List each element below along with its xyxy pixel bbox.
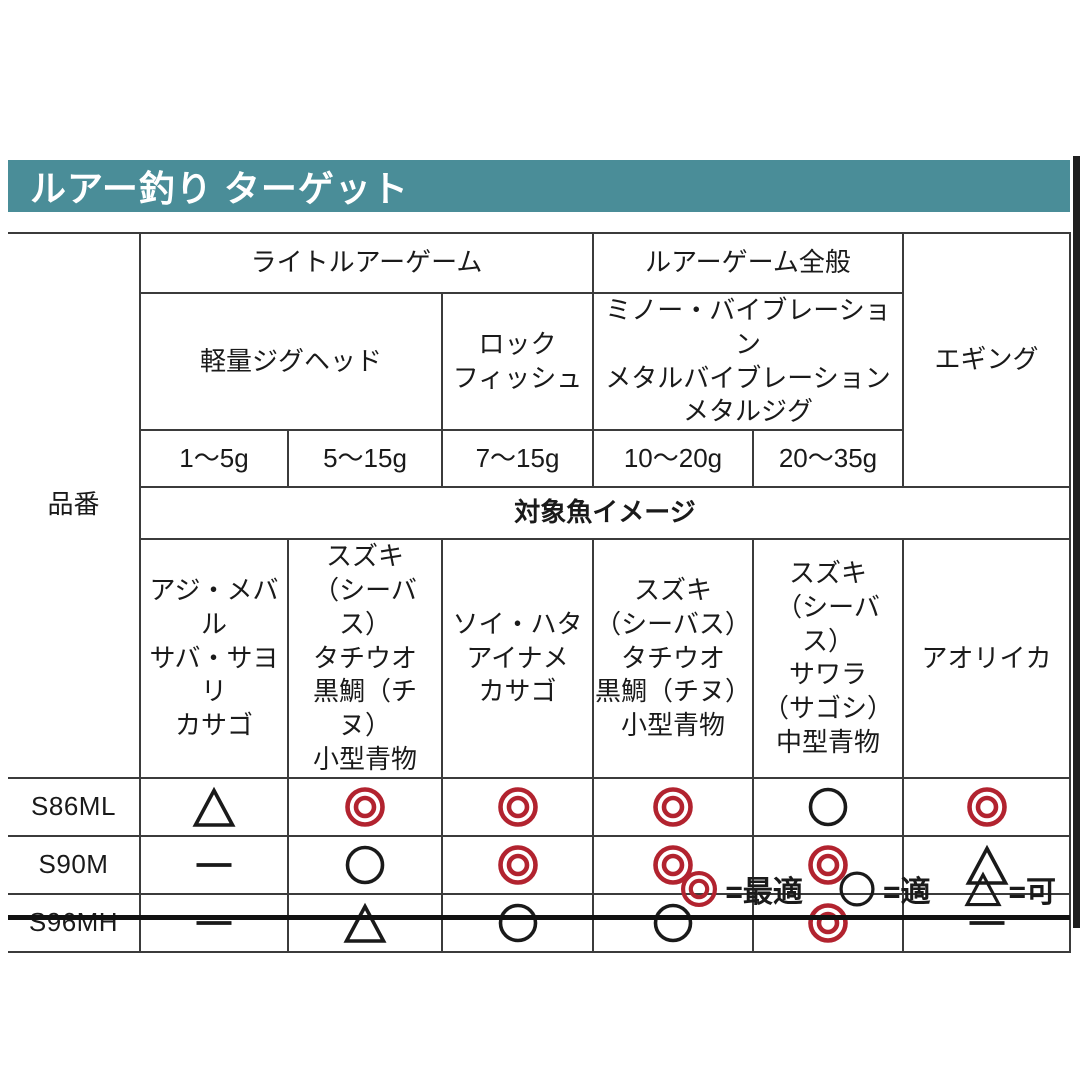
photo-edge-strip	[1073, 156, 1080, 928]
legend: =最適 =適 =可	[8, 862, 1070, 920]
rating-cell	[751, 834, 905, 895]
sub-header-minnow-vib-metaljig: ミノー・バイブレーション メタルバイブレーション メタルジグ	[591, 291, 905, 432]
legend-item-ok: =可	[964, 867, 1056, 911]
fish-list-cell: アジ・メバル サバ・サヨリ カサゴ	[139, 538, 289, 779]
rating-cell	[902, 776, 1072, 837]
rating-cell	[441, 892, 594, 953]
target-fish-banner: 対象魚イメージ	[138, 486, 1072, 541]
rating-cell	[287, 776, 443, 837]
rating-cell	[287, 892, 443, 953]
fish-list-cell: アオリイカ	[902, 538, 1072, 779]
rating-cell	[441, 834, 594, 895]
rating-cell	[139, 776, 289, 837]
rating-cell	[751, 892, 905, 953]
fish-list-cell: スズキ （シーバス） タチウオ 黒鯛（チヌ） 小型青物	[592, 538, 754, 779]
rating-cell	[592, 834, 754, 895]
legend-item-best: =最適	[679, 867, 803, 911]
sub-header-rockfish: ロック フィッシュ	[441, 291, 594, 432]
circle-icon	[837, 869, 877, 909]
fish-list-cell: スズキ （シーバス） サワラ （サゴシ） 中型青物	[751, 538, 905, 779]
rating-cell	[592, 892, 754, 953]
triangle-icon	[964, 870, 1003, 908]
weight-range-cell: 5〜15g	[287, 429, 443, 489]
rating-cell	[441, 776, 594, 837]
legend-label: =可	[1008, 875, 1056, 909]
spec-table: 品番 ライトルアーゲーム ルアーゲーム全般 エギング 軽量ジグヘッド ロック フィ…	[8, 231, 1072, 953]
rating-cell	[139, 892, 289, 953]
model-cell: S86ML	[8, 776, 141, 837]
fish-list-cell: スズキ （シーバス） タチウオ 黒鯛（チヌ） 小型青物	[287, 538, 443, 779]
rating-cell	[592, 776, 754, 837]
rating-cell	[751, 776, 905, 837]
double-circle-icon	[679, 869, 719, 909]
rating-cell	[902, 834, 1072, 895]
weight-range-cell: 20〜35g	[751, 429, 905, 489]
group-header-light-lure-game: ライトルアーゲーム	[139, 232, 594, 294]
legend-item-good: =適	[837, 867, 931, 911]
weight-range-cell: 10〜20g	[592, 429, 754, 489]
table-row: S86ML	[8, 776, 1072, 837]
legend-label: =最適	[725, 875, 803, 909]
rating-cell	[902, 892, 1072, 953]
part-number-header: 品番	[8, 232, 141, 779]
model-cell: S90M	[8, 834, 141, 895]
model-cell: S96MH	[8, 892, 141, 953]
group-header-eging: エギング	[902, 231, 1072, 489]
fish-list-cell: ソイ・ハタ アイナメ カサゴ	[441, 538, 594, 779]
table-row: S90M	[8, 834, 1072, 895]
spec-table-wrap: 品番 ライトルアーゲーム ルアーゲーム全般 エギング 軽量ジグヘッド ロック フィ…	[8, 231, 1072, 953]
page-title: ルアー釣り ターゲット	[30, 168, 409, 209]
rating-cell	[139, 834, 289, 895]
group-header-lure-game-general: ルアーゲーム全般	[591, 232, 905, 294]
page-title-bar: ルアー釣り ターゲット	[8, 160, 1070, 212]
legend-label: =適	[882, 875, 931, 909]
weight-range-cell: 1〜5g	[139, 429, 289, 489]
table-row: S96MH	[8, 892, 1072, 953]
weight-range-cell: 7〜15g	[441, 429, 594, 489]
rating-cell	[287, 834, 443, 895]
sub-header-jighead: 軽量ジグヘッド	[139, 291, 443, 432]
